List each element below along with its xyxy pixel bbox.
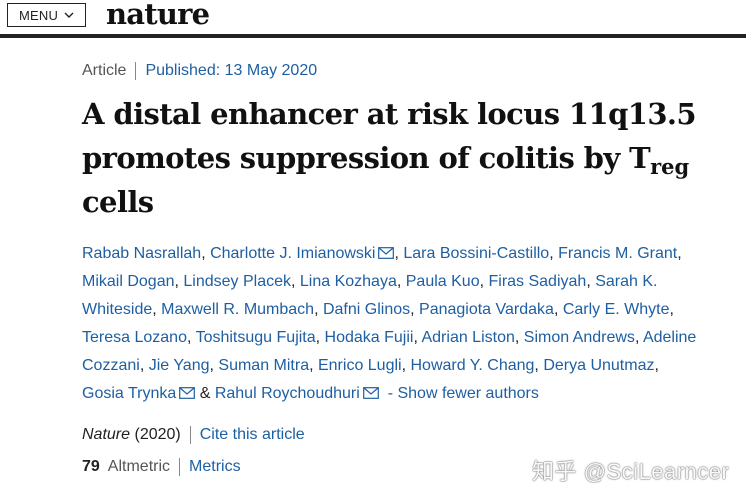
published-date[interactable]: Published: 13 May 2020 [145, 62, 318, 79]
author-link[interactable]: Adeline Cozzani [82, 329, 697, 374]
cite-separator [189, 426, 191, 444]
journal-name: Nature [82, 426, 131, 443]
envelope-icon[interactable] [378, 247, 395, 259]
author-link[interactable]: Lina Kozhaya [299, 273, 397, 290]
author-link[interactable]: Adrian Liston [421, 329, 515, 346]
author-link[interactable]: Dafni Glinos [322, 301, 411, 318]
author-link[interactable]: Enrico Lugli [317, 357, 402, 374]
author-link[interactable]: Howard Y. Chang [410, 357, 535, 374]
author-link[interactable]: Toshitsugu Fujita [195, 329, 316, 346]
article-title: A distal enhancer at risk locus 11q13.5 … [82, 92, 712, 224]
author-link[interactable]: Simon Andrews [523, 329, 635, 346]
author-link[interactable]: Maxwell R. Mumbach [161, 301, 315, 318]
author-list: Rabab Nasrallah, Charlotte J. Imianowski… [82, 245, 697, 402]
author-link[interactable]: Derya Unutmaz [543, 357, 655, 374]
author-link[interactable]: Teresa Lozano [82, 329, 187, 346]
author-link[interactable]: Firas Sadiyah [488, 273, 587, 290]
title-subscript: reg [650, 154, 690, 179]
author-link[interactable]: Rabab Nasrallah [82, 245, 202, 262]
title-tail: cells [82, 185, 154, 219]
nature-logo[interactable]: nature [106, 0, 210, 31]
author-link[interactable]: Mikail Dogan [82, 273, 175, 290]
author-link[interactable]: Hodaka Fujii [324, 329, 414, 346]
author-link[interactable]: Suman Mitra [218, 357, 310, 374]
article-meta: Article Published: 13 May 2020 [82, 62, 317, 80]
author-link[interactable]: Charlotte J. Imianowski [210, 245, 376, 262]
cite-article-link[interactable]: Cite this article [199, 426, 305, 443]
header-divider [0, 34, 746, 38]
menu-button[interactable]: MENU [7, 3, 86, 27]
title-main: A distal enhancer at risk locus 11q13.5 … [82, 97, 697, 175]
altmetric-score: 79 [82, 458, 100, 475]
citation-year: (2020) [134, 426, 181, 443]
envelope-icon[interactable] [362, 387, 379, 399]
metrics-link[interactable]: Metrics [189, 458, 241, 475]
article-type: Article [82, 62, 127, 79]
author-link[interactable]: Gosia Trynka [82, 385, 177, 402]
site-header: MENU nature [0, 0, 746, 40]
show-fewer-authors-link[interactable]: - Show fewer authors [387, 385, 539, 402]
author-link[interactable]: Paula Kuo [405, 273, 480, 290]
author-link[interactable]: Carly E. Whyte [562, 301, 670, 318]
author-link[interactable]: Panagiota Vardaka [419, 301, 554, 318]
author-link[interactable]: Rahul Roychoudhuri [214, 385, 360, 402]
watermark: 知乎 @SciLearncer [532, 459, 730, 484]
citation-line: Nature (2020) Cite this article [82, 426, 305, 444]
metrics-separator [179, 458, 181, 476]
author-link[interactable]: Lindsey Placek [183, 273, 291, 290]
menu-label: MENU [18, 7, 59, 23]
envelope-icon[interactable] [179, 387, 196, 399]
author-link[interactable]: Lara Bossini-Castillo [403, 245, 550, 262]
chevron-down-icon [64, 12, 74, 18]
altmetric-label: Altmetric [107, 458, 171, 475]
author-link[interactable]: Sarah K. Whiteside [82, 273, 658, 318]
author-link[interactable]: Jie Yang [148, 357, 210, 374]
metrics-line: 79 Altmetric Metrics [82, 458, 241, 476]
meta-separator [135, 62, 137, 80]
author-link[interactable]: Francis M. Grant [558, 245, 678, 262]
